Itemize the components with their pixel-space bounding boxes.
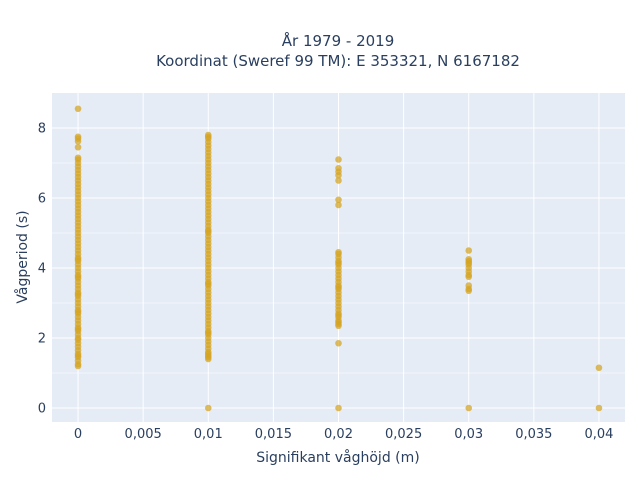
data-point xyxy=(465,273,473,281)
x-tick-label: 0,005 xyxy=(125,427,162,442)
x-tick-label: 0,02 xyxy=(324,427,353,442)
data-point xyxy=(204,280,212,288)
data-point xyxy=(335,404,342,412)
y-tick-label: 2 xyxy=(38,332,46,347)
data-point xyxy=(74,290,82,298)
data-point xyxy=(335,201,342,209)
data-point xyxy=(204,227,212,235)
data-point xyxy=(335,311,342,319)
data-point xyxy=(74,325,82,333)
chart-title-line-2: Koordinat (Sweref 99 TM): E 353321, N 61… xyxy=(156,52,520,70)
data-point xyxy=(595,404,603,412)
data-point xyxy=(74,308,82,316)
data-point xyxy=(74,352,82,359)
x-tick-label: 0,03 xyxy=(454,427,483,442)
data-point xyxy=(204,404,212,412)
data-point xyxy=(465,247,473,254)
data-point xyxy=(335,156,342,163)
x-tick-label: 0 xyxy=(74,427,82,442)
data-point xyxy=(335,339,342,347)
data-point xyxy=(465,287,473,295)
data-point xyxy=(74,143,82,151)
data-point xyxy=(74,255,82,263)
data-point xyxy=(204,355,212,363)
data-point xyxy=(465,404,473,412)
y-tick-label: 6 xyxy=(38,192,46,207)
data-point xyxy=(74,138,82,145)
chart-title-line-1: År 1979 - 2019 xyxy=(282,31,395,50)
x-axis-title: Signifikant våghöjd (m) xyxy=(256,449,419,466)
data-point xyxy=(204,133,212,141)
y-tick-label: 0 xyxy=(38,402,46,417)
x-tick-label: 0,015 xyxy=(255,427,292,442)
x-tick-label: 0,01 xyxy=(194,427,223,442)
x-tick-label: 0,035 xyxy=(515,427,552,442)
data-point xyxy=(595,364,603,372)
x-tick-labels: 0 0,005 0,01 0,015 0,02 0,025 0,03 0,035 0,04 xyxy=(74,427,614,442)
y-tick-label: 4 xyxy=(38,262,46,277)
y-axis-title: Vågperiod (s) xyxy=(14,210,31,303)
data-point xyxy=(74,362,82,370)
data-point xyxy=(335,283,342,291)
data-point xyxy=(335,259,342,267)
data-point xyxy=(335,196,342,204)
data-points xyxy=(74,105,603,412)
data-point xyxy=(204,329,212,337)
data-point xyxy=(74,105,82,113)
x-tick-label: 0,025 xyxy=(385,427,422,442)
data-point xyxy=(335,177,342,184)
y-tick-label: 8 xyxy=(38,122,46,137)
x-tick-label: 0,04 xyxy=(584,427,613,442)
data-point xyxy=(74,273,82,281)
data-point xyxy=(335,171,342,179)
data-point xyxy=(335,322,342,330)
y-tick-labels: 0 2 4 6 8 xyxy=(38,122,46,417)
